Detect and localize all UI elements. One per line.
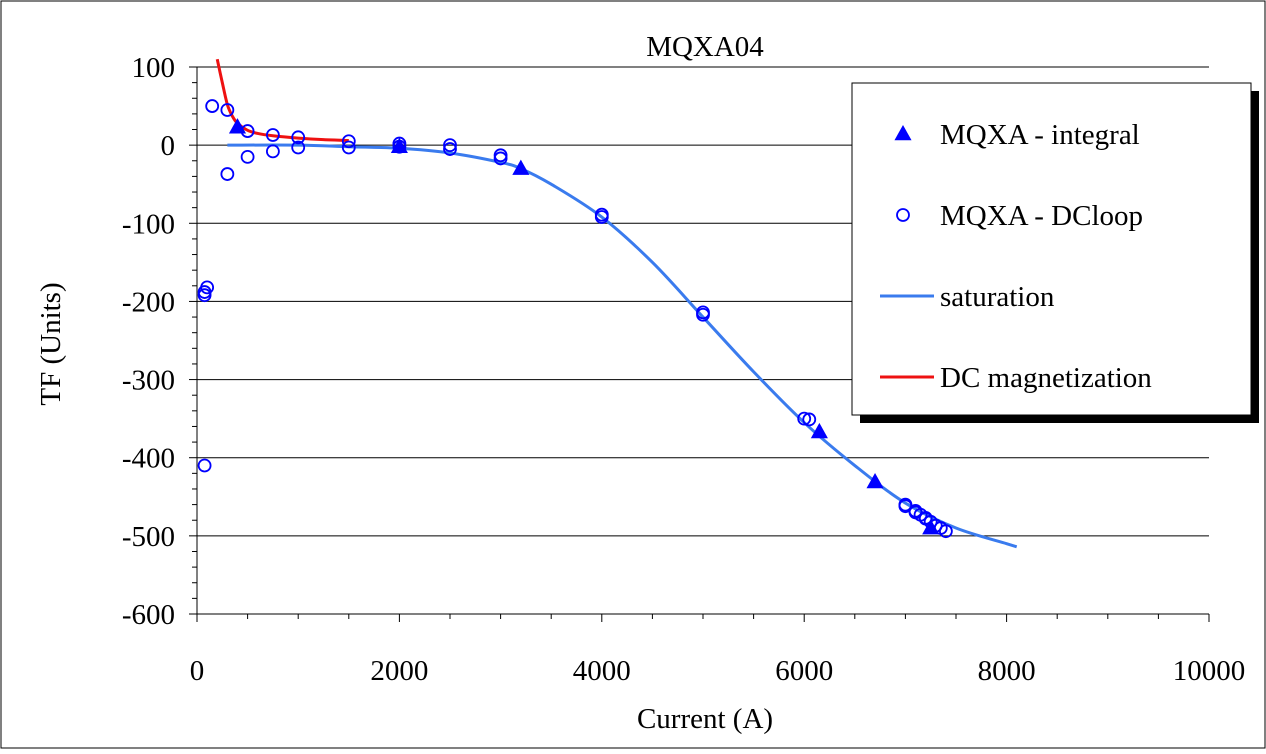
marker-mqxa-dcloop: [265, 144, 280, 159]
x-tick-label: 8000: [978, 655, 1036, 687]
y-tick-label: -100: [122, 208, 175, 240]
marker-mqxa-integral: [390, 137, 408, 154]
marker-mqxa-dcloop: [197, 285, 212, 299]
legend-swatch-mqxa-integral: [894, 125, 912, 141]
marker-mqxa-dcloop: [240, 149, 255, 164]
marker-mqxa-dcloop: [240, 124, 255, 138]
marker-mqxa-dcloop: [928, 518, 943, 533]
marker-mqxa-integral: [810, 422, 828, 439]
marker-mqxa-dcloop: [291, 130, 306, 145]
marker-mqxa-dcloop: [220, 103, 235, 117]
legend-box: [851, 82, 1252, 416]
marker-mqxa-dcloop: [594, 210, 609, 224]
marker-mqxa-dcloop: [443, 142, 457, 156]
marker-mqxa-dcloop: [291, 140, 306, 155]
marker-mqxa-dcloop: [197, 458, 212, 473]
marker-mqxa-dcloop: [220, 167, 235, 181]
marker-mqxa-dcloop: [265, 128, 280, 142]
marker-mqxa-integral: [512, 159, 530, 175]
chart-title: MQXA04: [646, 31, 764, 63]
marker-mqxa-dcloop: [908, 505, 923, 520]
marker-mqxa-dcloop: [696, 307, 710, 322]
marker-mqxa-dcloop: [341, 134, 356, 149]
series-line-dc-magnetization: [215, 58, 349, 142]
marker-mqxa-dcloop: [341, 140, 356, 155]
x-tick-label: 4000: [573, 655, 631, 687]
legend-label-dc-magnetization: DC magnetization: [940, 362, 1152, 394]
y-tick-label: -500: [122, 521, 175, 553]
legend-swatch-mqxa-dcloop: [896, 208, 910, 222]
x-tick-label: 6000: [775, 655, 833, 687]
x-tick-label: 10000: [1173, 655, 1246, 687]
marker-mqxa-dcloop: [797, 411, 812, 426]
y-tick-label: -200: [122, 286, 175, 318]
series-markers: [197, 99, 953, 539]
legend-label-saturation: saturation: [940, 281, 1055, 313]
x-tick-label: 2000: [370, 655, 428, 687]
marker-mqxa-dcloop: [918, 511, 933, 526]
marker-mqxa-dcloop: [802, 412, 817, 427]
x-tick-label: 0: [190, 655, 205, 687]
marker-mqxa-dcloop: [443, 138, 457, 153]
marker-mqxa-dcloop: [898, 499, 913, 514]
y-tick-label: 0: [161, 130, 176, 162]
y-tick-label: -400: [122, 443, 175, 475]
marker-mqxa-integral: [866, 472, 884, 489]
y-tick-label: -600: [122, 599, 175, 631]
marker-mqxa-dcloop: [392, 139, 407, 154]
legend-label-mqxa-integral: MQXA - integral: [940, 119, 1140, 151]
legend-label-mqxa-dcloop: MQXA - DCloop: [940, 200, 1143, 232]
marker-mqxa-dcloop: [205, 99, 220, 113]
y-tick-label: -300: [122, 365, 175, 397]
legend: MQXA - integral MQXA - DCloop saturation DC…: [851, 82, 1259, 423]
y-axis-label: TF (Units): [35, 282, 67, 405]
y-tick-label: 100: [132, 52, 176, 84]
marker-mqxa-dcloop: [493, 151, 508, 166]
x-axis-label: Current (A): [637, 703, 773, 735]
ticks: 100 0 -100 -200 -300 -400 -500 -600 0 2000 4000 600…: [122, 52, 1245, 687]
